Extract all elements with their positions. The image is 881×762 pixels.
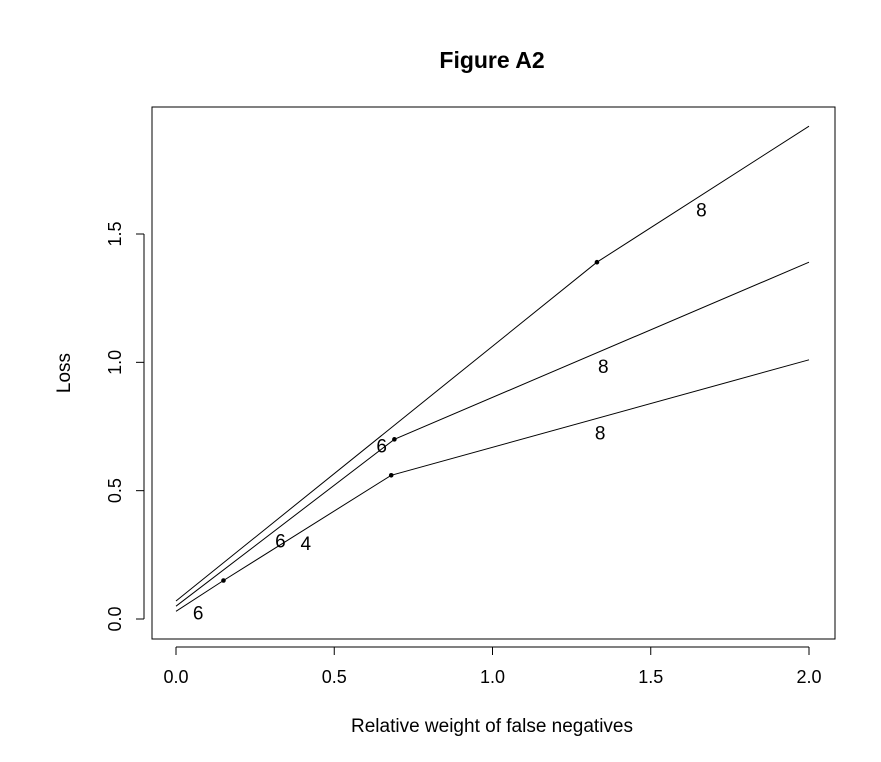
marker-layer bbox=[221, 259, 600, 583]
point-label-3: 8 bbox=[595, 424, 606, 445]
breakpoint-marker-3 bbox=[388, 472, 394, 478]
x-tick-label-1: 0.5 bbox=[322, 667, 347, 687]
y-axis-label: Loss bbox=[54, 353, 75, 393]
chart-title: Figure A2 bbox=[439, 47, 544, 73]
point-label-5: 6 bbox=[275, 532, 286, 553]
breakpoint-marker-2 bbox=[392, 437, 397, 442]
point-label-1: 8 bbox=[696, 200, 707, 221]
y-tick-label-1: 0.5 bbox=[105, 478, 125, 503]
point-label-4: 6 bbox=[376, 437, 387, 458]
x-tick-label-4: 2.0 bbox=[796, 667, 821, 687]
y-tick-label-3: 1.5 bbox=[105, 221, 125, 246]
series-layer bbox=[175, 125, 810, 612]
x-axis-label: Relative weight of false negatives bbox=[351, 716, 633, 737]
x-tick-label-0: 0.0 bbox=[163, 667, 188, 687]
y-tick-label-2: 1.0 bbox=[105, 350, 125, 375]
x-axis: 0.0 0.5 1.0 1.5 2.0 bbox=[163, 646, 822, 687]
breakpoint-marker-4 bbox=[221, 578, 226, 583]
plot-frame bbox=[151, 106, 836, 640]
point-label-2: 8 bbox=[598, 357, 609, 378]
x-tick-label-3: 1.5 bbox=[638, 667, 663, 687]
series-line-2 bbox=[175, 261, 810, 607]
point-label-6: 4 bbox=[300, 534, 311, 555]
point-label-7: 6 bbox=[193, 603, 204, 624]
y-tick-label-0: 0.0 bbox=[105, 606, 125, 631]
series-line-3 bbox=[175, 359, 810, 612]
breakpoint-marker-1 bbox=[594, 259, 600, 265]
series-line-1 bbox=[175, 125, 810, 602]
y-axis: 0.0 0.5 1.0 1.5 bbox=[105, 221, 145, 632]
x-tick-label-2: 1.0 bbox=[480, 667, 505, 687]
